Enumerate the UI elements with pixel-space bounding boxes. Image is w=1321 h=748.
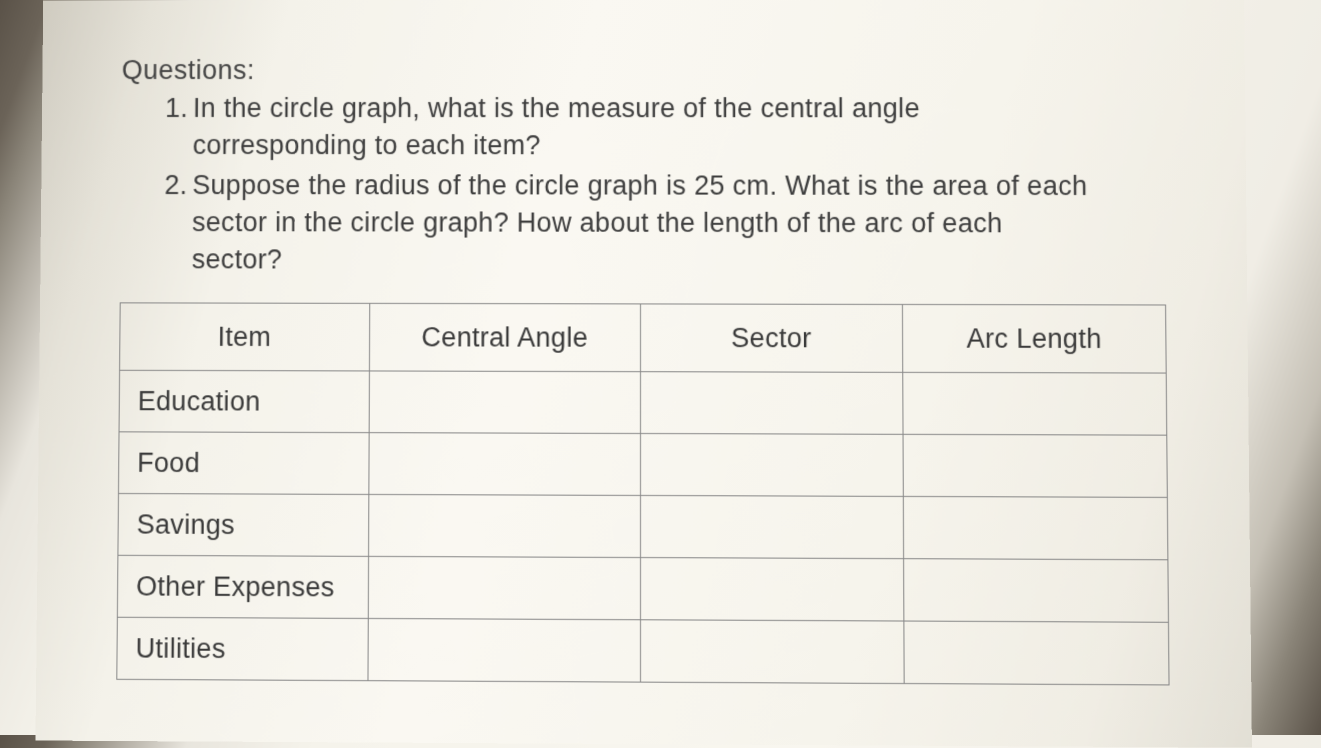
cell-item: Other Expenses [117, 556, 368, 619]
header-sector: Sector [640, 304, 902, 372]
cell-arc-length [903, 435, 1167, 498]
cell-arc-length [904, 559, 1169, 623]
cell-central-angle [368, 557, 641, 620]
cell-sector [640, 434, 903, 497]
cell-arc-length [904, 621, 1169, 685]
cell-sector [640, 372, 903, 435]
worksheet-paper: Questions: 1.In the circle graph, what i… [36, 0, 1252, 748]
cell-item: Food [118, 432, 368, 495]
question-2-line1: Suppose the radius of the circle graph i… [192, 170, 1087, 201]
table-header-row: Item Central Angle Sector Arc Length [120, 303, 1167, 373]
question-2: 2.Suppose the radius of the circle graph… [164, 166, 1166, 280]
cell-central-angle [368, 619, 641, 683]
table-row: Other Expenses [117, 556, 1168, 623]
cell-item: Education [119, 371, 369, 433]
question-1-line1: In the circle graph, what is the measure… [193, 93, 920, 123]
cell-central-angle [368, 495, 640, 558]
question-1-number: 1. [165, 90, 193, 127]
question-list: 1.In the circle graph, what is the measu… [120, 90, 1166, 280]
cell-central-angle [368, 433, 640, 496]
header-central-angle: Central Angle [369, 304, 640, 372]
questions-heading: Questions: [122, 55, 1164, 86]
table-row: Education [119, 371, 1167, 436]
question-1-line2: corresponding to each item? [165, 127, 1165, 165]
cell-item: Utilities [117, 618, 368, 681]
cell-sector [640, 620, 904, 684]
cell-arc-length [903, 373, 1167, 436]
table-row: Food [118, 432, 1167, 498]
cell-sector [640, 496, 903, 559]
header-item: Item [120, 303, 370, 371]
cell-arc-length [903, 497, 1168, 560]
question-2-line2: sector in the circle graph? How about th… [164, 204, 1165, 243]
answer-table: Item Central Angle Sector Arc Length Edu… [116, 303, 1169, 686]
header-arc-length: Arc Length [902, 305, 1166, 374]
question-2-line3: sector? [164, 241, 1166, 280]
table-row: Utilities [117, 618, 1169, 686]
cell-item: Savings [118, 494, 369, 557]
question-1: 1.In the circle graph, what is the measu… [165, 90, 1165, 165]
cell-central-angle [369, 371, 641, 434]
cell-sector [640, 558, 903, 621]
question-2-number: 2. [164, 166, 192, 203]
table-row: Savings [118, 494, 1168, 560]
